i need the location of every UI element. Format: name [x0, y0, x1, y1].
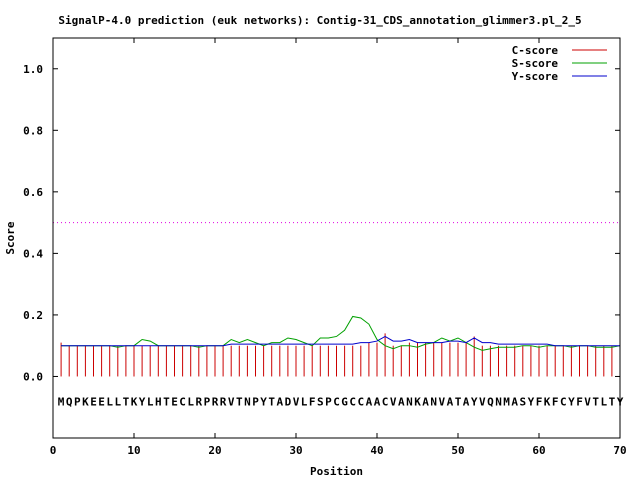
x-tick-label: 10: [127, 444, 140, 457]
sequence-residue: C: [357, 396, 364, 409]
x-tick-label: 20: [208, 444, 221, 457]
sequence-residue: V: [390, 396, 397, 409]
sequence-residue: V: [228, 396, 235, 409]
sequence-residue: F: [536, 396, 543, 409]
sequence-residue: Y: [528, 396, 535, 409]
sequence-residue: F: [576, 396, 583, 409]
sequence-residue: A: [366, 396, 373, 409]
sequence-residue: A: [276, 396, 283, 409]
sequence-residue: Y: [260, 396, 267, 409]
sequence-residue: A: [463, 396, 470, 409]
sequence-residue: E: [171, 396, 178, 409]
axis-ticks: 0 10 20 30 40 50 60 70 0.0 0.2 0.4 0.6 0.8 1.0: [23, 38, 627, 457]
x-tick-label: 30: [289, 444, 302, 457]
sequence-residue: A: [447, 396, 454, 409]
y-tick-label: 0.0: [23, 370, 43, 383]
sequence-residue: R: [220, 396, 227, 409]
y-tick-label: 0.4: [23, 247, 43, 260]
x-axis-label: Position: [310, 465, 363, 478]
sequence-residue: L: [147, 396, 154, 409]
sequence-residue: C: [179, 396, 186, 409]
sequence-residue: M: [503, 396, 510, 409]
sequence-residue: Y: [139, 396, 146, 409]
sequence-residue: A: [422, 396, 429, 409]
x-tick-label: 60: [532, 444, 545, 457]
sequence-residue: N: [406, 396, 413, 409]
sequence-residue: C: [560, 396, 567, 409]
sequence-residue: N: [430, 396, 437, 409]
sequence-residue: Y: [617, 396, 624, 409]
sequence-residue: R: [195, 396, 202, 409]
sequence-residue: A: [374, 396, 381, 409]
sequence-residue: K: [131, 396, 138, 409]
sequence-residue: E: [98, 396, 105, 409]
sequence-residue: L: [106, 396, 113, 409]
legend-label: C-score: [512, 44, 559, 57]
sequence-residue: S: [519, 396, 526, 409]
x-tick-label: 40: [370, 444, 383, 457]
sequence-residue: Y: [568, 396, 575, 409]
sequence-residue: N: [495, 396, 502, 409]
plot-area: [53, 222, 621, 377]
sequence-residue: L: [600, 396, 607, 409]
sequence-residue: N: [244, 396, 251, 409]
sequence-residue: P: [252, 396, 259, 409]
sequence-residue: Q: [487, 396, 494, 409]
sequence-residue: T: [163, 396, 170, 409]
sequence-residue: T: [609, 396, 616, 409]
sequence-residue: L: [301, 396, 308, 409]
sequence-residue: T: [455, 396, 462, 409]
sequence-residue: P: [74, 396, 81, 409]
legend-label: Y-score: [512, 70, 559, 83]
x-tick-label: 50: [451, 444, 464, 457]
sequence-residue: P: [325, 396, 332, 409]
sequence-residue: T: [236, 396, 243, 409]
sequence-residue: V: [293, 396, 300, 409]
sequence-residue: S: [317, 396, 324, 409]
sequence-residue: Y: [471, 396, 478, 409]
sequence-residue: R: [212, 396, 219, 409]
y-tick-label: 1.0: [23, 63, 43, 76]
chart-title: SignalP-4.0 prediction (euk networks): C…: [58, 14, 581, 27]
x-tick-label: 70: [613, 444, 626, 457]
x-tick-label: 0: [50, 444, 57, 457]
sequence-residue: V: [438, 396, 445, 409]
sequence-residue: V: [479, 396, 486, 409]
legend-label: S-score: [512, 57, 559, 70]
sequence-residue: T: [592, 396, 599, 409]
sequence-residue: K: [544, 396, 551, 409]
sequence-residue: E: [90, 396, 97, 409]
sequence-residue: P: [204, 396, 211, 409]
plot-frame: [52, 37, 621, 439]
sequence-residue: G: [341, 396, 348, 409]
sequence-residue: A: [511, 396, 518, 409]
sequence-residue: Q: [66, 396, 73, 409]
y-axis-label: Score: [4, 221, 17, 254]
sequence-residue: F: [309, 396, 316, 409]
sequence-residue: C: [382, 396, 389, 409]
sequence-residue: H: [155, 396, 162, 409]
sequence-residue: C: [349, 396, 356, 409]
sequence-residue: C: [333, 396, 340, 409]
sequence-residue: K: [414, 396, 421, 409]
sequence-residue: V: [584, 396, 591, 409]
sequence-residue: L: [187, 396, 194, 409]
s-score-line: [61, 315, 621, 351]
sequence-residue: M: [58, 396, 65, 409]
sequence-residue: D: [285, 396, 292, 409]
sequence-residue: T: [123, 396, 130, 409]
sequence-residue: K: [82, 396, 89, 409]
y-score-line: [61, 335, 620, 347]
y-tick-label: 0.8: [23, 124, 43, 137]
sequence-residue: L: [114, 396, 121, 409]
sequence-residue: A: [398, 396, 405, 409]
sequence-residue: F: [552, 396, 559, 409]
y-tick-label: 0.6: [23, 186, 43, 199]
y-tick-label: 0.2: [23, 309, 43, 322]
sequence-residue: T: [268, 396, 275, 409]
